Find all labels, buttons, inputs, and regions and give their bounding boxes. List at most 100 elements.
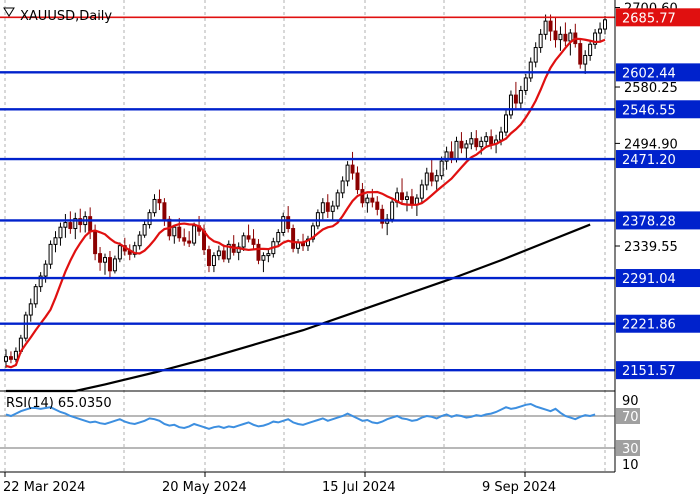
candle-body-27: [137, 234, 142, 247]
candle-body-96: [479, 140, 484, 148]
level-tag-bg-3: [616, 150, 700, 169]
candle-body-17: [88, 216, 93, 232]
candle-body-52: [261, 255, 266, 261]
candle-body-84: [419, 184, 424, 199]
level-tag-label-1: 2602.44: [622, 66, 676, 81]
candle-body-74: [370, 197, 375, 203]
candle-body-8: [43, 263, 48, 277]
rsi-tick-label-2: 30: [622, 442, 639, 457]
candle-body-12: [63, 222, 68, 228]
rsi-tick-label-3: 10: [622, 458, 639, 473]
candle-body-94: [469, 138, 474, 145]
candle-body-50: [251, 238, 256, 245]
candle-body-7: [38, 275, 43, 288]
candle-body-87: [434, 175, 439, 182]
candle-body-88: [439, 160, 444, 177]
candle-body-89: [444, 151, 449, 162]
candle-body-68: [340, 180, 345, 194]
candle-body-111: [553, 30, 558, 41]
candle-body-37: [187, 240, 192, 244]
candle-body-20: [103, 257, 107, 263]
level-lines: [0, 16, 615, 372]
candle-body-93: [464, 143, 469, 149]
fast-moving-average: [5, 37, 606, 369]
fast-ma-line: [5, 37, 606, 369]
candle-body-103: [513, 94, 518, 104]
candle-body-76: [380, 208, 385, 224]
candle-body-67: [335, 192, 340, 207]
candle-body-55: [276, 231, 281, 243]
candle-body-34: [172, 226, 177, 237]
candle-body-118: [588, 43, 593, 56]
candle-body-121: [603, 19, 607, 30]
level-tag-bg-5: [616, 269, 700, 288]
candle-body-73: [365, 197, 370, 204]
level-tag-label-4: 2378.28: [622, 214, 676, 229]
candle-body-80: [400, 192, 405, 200]
level-tag-bg-7: [616, 361, 700, 380]
candle-body-51: [256, 243, 261, 261]
candle-body-53: [266, 253, 271, 257]
level-tag-bg-0: [616, 8, 700, 27]
x-tick-label-0: 22 Mar 2024: [3, 480, 85, 495]
candle-body-71: [355, 172, 360, 191]
candle-body-22: [112, 258, 117, 272]
candle-body-97: [484, 136, 489, 142]
level-tag-label-2: 2546.55: [622, 103, 676, 118]
candle-body-36: [182, 237, 187, 242]
candle-body-58: [291, 228, 296, 249]
candle-body-100: [499, 131, 504, 141]
candle-body-41: [206, 249, 211, 267]
level-tag-label-7: 2151.57: [622, 364, 676, 379]
title-marker-icon: [3, 7, 15, 17]
candle-body-69: [345, 164, 350, 182]
candle-body-65: [325, 202, 330, 212]
level-tag-label-0: 2685.77: [622, 11, 676, 26]
candle-body-102: [508, 94, 513, 116]
candle-body-6: [33, 286, 38, 305]
candle-body-72: [360, 189, 365, 204]
level-tag-label-5: 2291.04: [622, 272, 676, 287]
candle-body-108: [538, 33, 543, 49]
candle-body-85: [424, 172, 429, 186]
candle-body-32: [162, 202, 167, 220]
candle-body-21: [107, 257, 112, 272]
candle-body-4: [23, 314, 28, 339]
candle-body-106: [528, 61, 533, 79]
candle-body-38: [192, 225, 197, 244]
candle-body-14: [73, 218, 78, 230]
candle-body-110: [548, 20, 553, 32]
level-tag-label-3: 2471.20: [622, 153, 676, 168]
candle-body-119: [593, 32, 598, 45]
candle-body-92: [459, 140, 464, 149]
candle-body-107: [533, 47, 538, 63]
candle-body-114: [568, 32, 573, 42]
candle-body-61: [305, 238, 310, 247]
candle-body-47: [236, 246, 241, 253]
candle-body-49: [246, 235, 251, 240]
rsi-tick-label-0: 90: [622, 394, 639, 409]
candle-body-82: [409, 196, 414, 206]
candle-body-10: [53, 237, 58, 245]
candle-body-48: [241, 235, 246, 248]
candle-body-64: [320, 202, 325, 214]
level-tag-label-6: 2221.86: [622, 318, 676, 333]
candle-body-11: [58, 226, 63, 239]
candles: [4, 14, 607, 368]
rsi-tick-label-1: 70: [622, 410, 639, 425]
level-tag-bg-4: [616, 211, 700, 230]
x-tick-label-3: 9 Sep 2024: [482, 480, 556, 495]
candle-body-1: [8, 356, 13, 360]
rsi-tick-bg-2: [616, 440, 640, 456]
chart-title: XAUUSD,Daily: [20, 9, 112, 24]
candle-body-28: [142, 224, 147, 236]
price-pane: [0, 0, 615, 391]
rsi-title: RSI(14) 65.0350: [6, 396, 112, 411]
candle-body-31: [157, 198, 162, 204]
candle-body-57: [286, 216, 291, 230]
candle-body-101: [504, 114, 508, 133]
rsi-line: [5, 402, 596, 430]
candle-body-116: [578, 43, 583, 65]
candle-body-90: [449, 151, 454, 160]
